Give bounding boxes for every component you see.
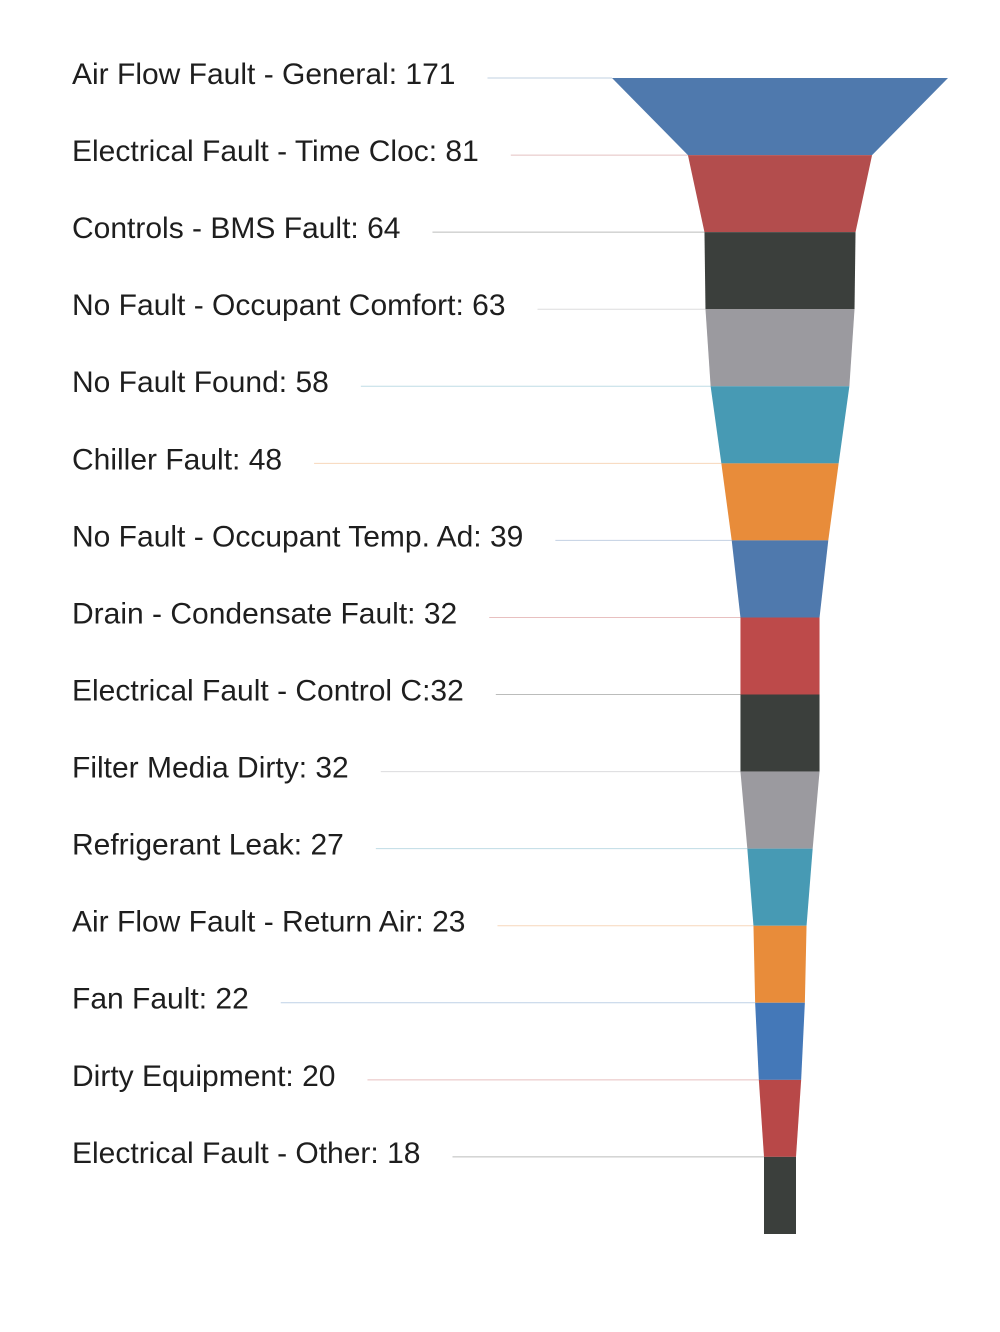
category-label: Air Flow Fault - Return Air: 23 xyxy=(72,906,465,939)
category-label: Dirty Equipment: 20 xyxy=(72,1060,335,1093)
category-label: Electrical Fault - Time Cloc: 81 xyxy=(72,135,479,168)
funnel-segment xyxy=(764,1156,796,1234)
funnel-segment xyxy=(731,540,829,618)
funnel-segment xyxy=(721,463,839,541)
category-label: Fan Fault: 22 xyxy=(72,983,249,1016)
funnel-segment xyxy=(740,617,820,695)
funnel-segment xyxy=(704,232,856,310)
funnel-segments xyxy=(612,78,948,1234)
category-label: No Fault Found: 58 xyxy=(72,366,329,399)
category-label: Electrical Fault - Other: 18 xyxy=(72,1137,420,1170)
category-label: Electrical Fault - Control C:32 xyxy=(72,674,464,707)
category-label: Refrigerant Leak: 27 xyxy=(72,829,344,862)
funnel-segment xyxy=(758,1079,802,1157)
funnel-segment xyxy=(710,386,850,464)
leader-lines xyxy=(280,77,764,1158)
funnel-segment xyxy=(740,771,820,849)
category-label: No Fault - Occupant Temp. Ad: 39 xyxy=(72,520,523,553)
category-label: Filter Media Dirty: 32 xyxy=(72,752,349,785)
funnel-segment xyxy=(687,155,873,233)
funnel-segment xyxy=(753,925,807,1003)
category-labels: Air Flow Fault - General: 171 Electrical … xyxy=(72,58,523,1170)
funnel-segment xyxy=(747,848,813,926)
funnel-segment xyxy=(740,694,820,772)
category-label: Drain - Condensate Fault: 32 xyxy=(72,597,457,630)
funnel-segment xyxy=(612,78,948,156)
funnel-segment xyxy=(755,1002,805,1080)
category-label: No Fault - Occupant Comfort: 63 xyxy=(72,289,506,322)
category-label: Controls - BMS Fault: 64 xyxy=(72,212,400,245)
category-label: Air Flow Fault - General: 171 xyxy=(72,58,455,91)
funnel-segment xyxy=(705,309,855,387)
category-label: Chiller Fault: 48 xyxy=(72,443,282,476)
